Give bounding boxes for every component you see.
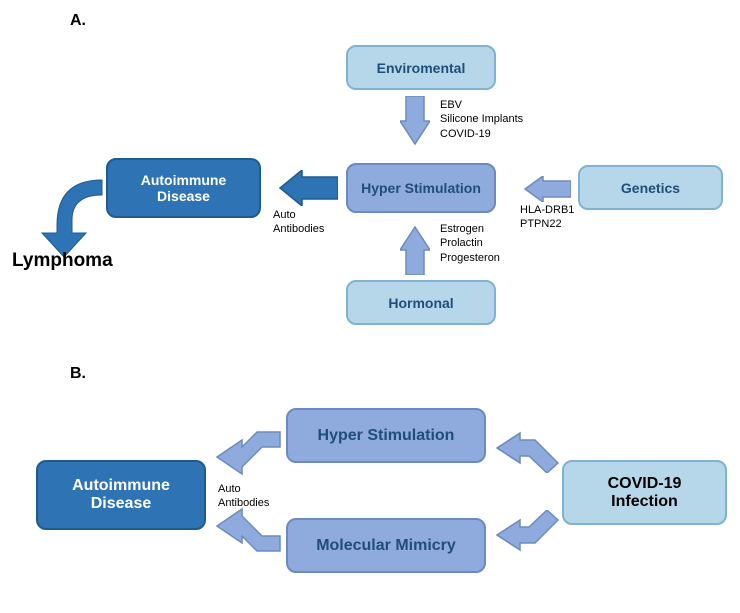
box-environmental: Enviromental — [346, 45, 496, 90]
panel-b-label: B. — [70, 365, 86, 383]
lymphoma-text: Lymphoma — [12, 250, 113, 272]
arrow-covid-to-hyperstim — [495, 415, 560, 473]
box-autoimmune-a: Autoimmune Disease — [106, 158, 261, 218]
arrow-stim-left — [278, 170, 338, 206]
arrow-mimicry-to-autoimmune — [212, 505, 282, 563]
box-molecular-mimicry: Molecular Mimicry — [286, 518, 486, 573]
box-genetics: Genetics — [578, 165, 723, 210]
arrow-hyperstim-to-autoimmune — [212, 420, 282, 478]
label-ebv: EBV Silicone Implants COVID-19 — [440, 98, 523, 141]
arrow-horm-up — [400, 225, 430, 275]
box-hyperstimulation-a: Hyper Stimulation — [346, 163, 496, 213]
arrow-curve-lymphoma — [22, 165, 107, 260]
panel-a-label: A. — [70, 12, 86, 30]
arrow-gen-left — [523, 176, 571, 202]
arrow-env-down — [400, 96, 430, 146]
arrow-covid-to-mimicry — [495, 510, 560, 568]
box-covid-infection: COVID-19 Infection — [562, 460, 727, 525]
box-hyperstimulation-b: Hyper Stimulation — [286, 408, 486, 463]
label-autoantibodies-a: Auto Antibodies — [273, 208, 324, 237]
label-autoantibodies-b: Auto Antibodies — [218, 482, 269, 511]
label-hla: HLA-DRB1 PTPN22 — [520, 203, 574, 232]
box-hormonal: Hormonal — [346, 280, 496, 325]
label-estrogen: Estrogen Prolactin Progesteron — [440, 222, 500, 265]
box-autoimmune-b: Autoimmune Disease — [36, 460, 206, 530]
